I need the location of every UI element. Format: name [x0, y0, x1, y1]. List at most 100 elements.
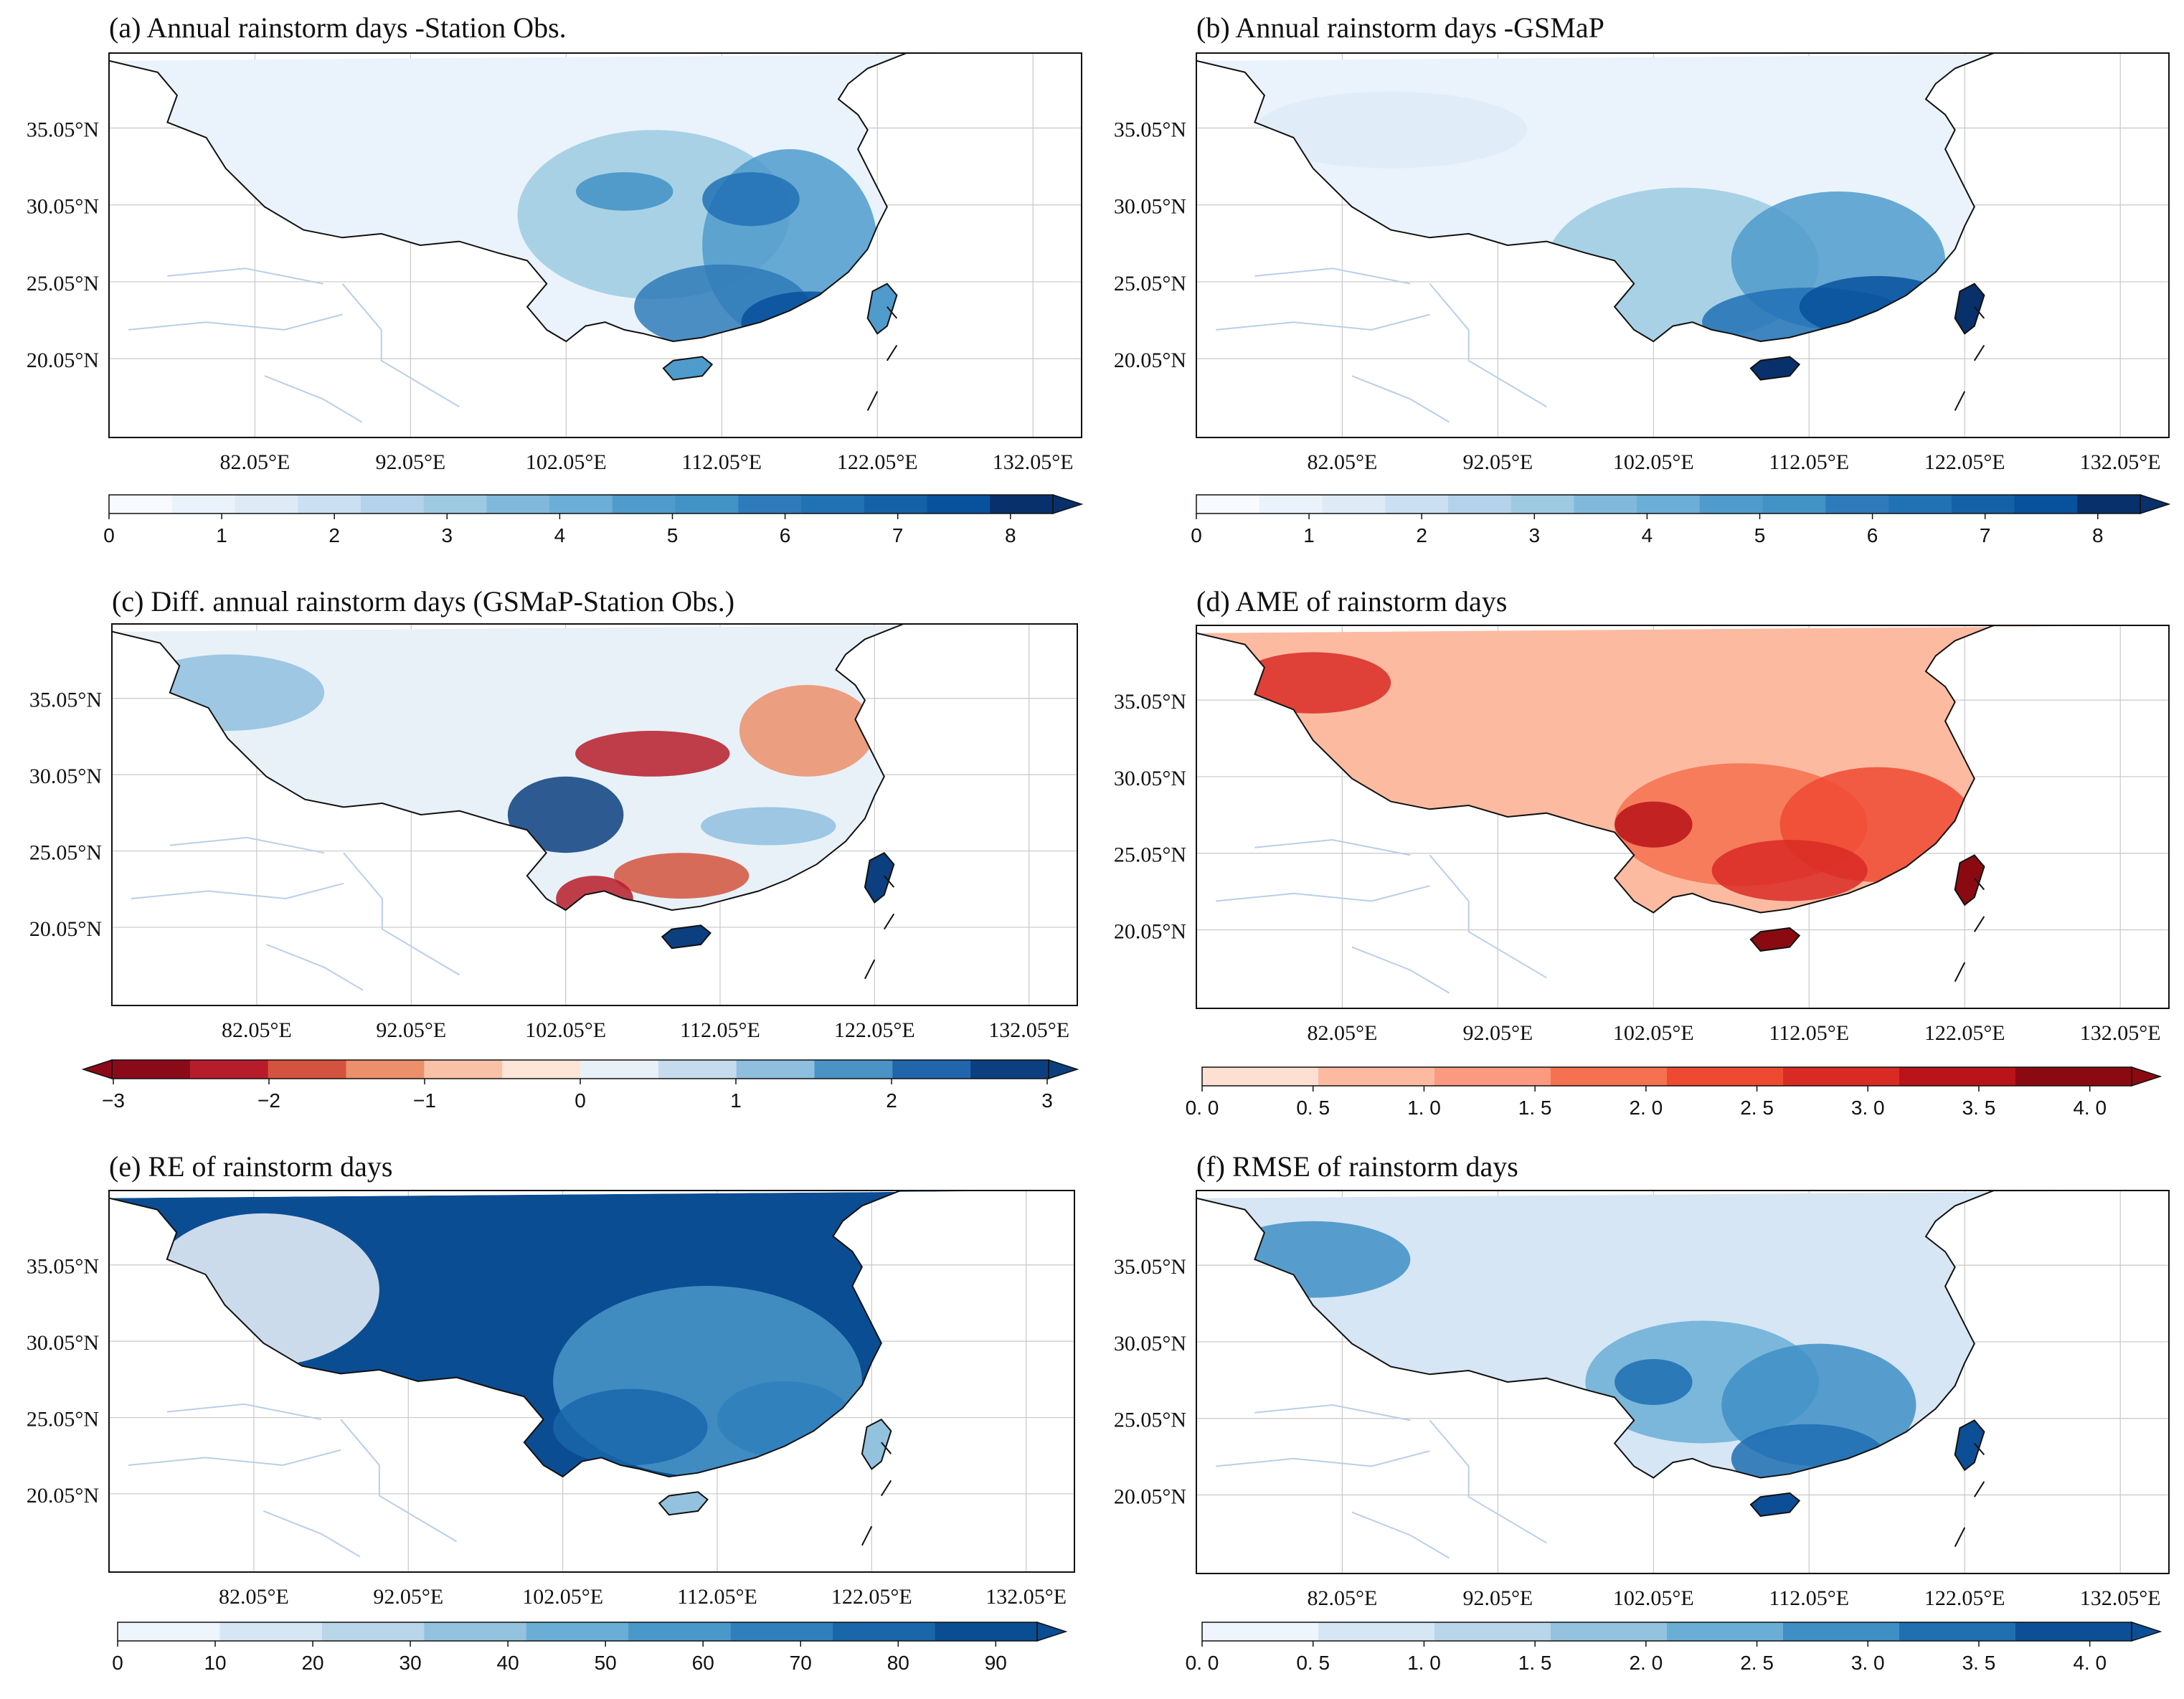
- lon-tick-label: 102.05°E: [526, 450, 607, 474]
- sea-boundary-mark: [884, 875, 895, 888]
- river-line: [1429, 1419, 1547, 1544]
- lat-tick-label: 20.05°N: [27, 1484, 99, 1508]
- lat-tick-label: 25.05°N: [27, 272, 99, 295]
- colorbar-segment: [2077, 495, 2141, 514]
- colorbar-tick-label: 50: [595, 1652, 617, 1674]
- lat-tick-label: 20.05°N: [27, 349, 99, 372]
- colorbar-tick-label: 2. 5: [1740, 1652, 1774, 1674]
- colorbar-segment: [424, 1622, 527, 1641]
- lon-tick-label: 112.05°E: [1769, 450, 1849, 474]
- colorbar-segment: [1551, 1622, 1668, 1641]
- colorbar-tick-label: 70: [790, 1652, 812, 1674]
- colorbar-segment: [1322, 495, 1386, 514]
- colorbar-tick-label: 0: [1191, 524, 1202, 546]
- lon-tick-label: 82.05°E: [222, 1018, 292, 1042]
- colorbar-segment: [268, 1060, 346, 1079]
- colorbar-tick-label: 0. 5: [1296, 1097, 1330, 1119]
- colorbar-segment: [112, 1060, 191, 1079]
- colorbar-segment: [1434, 1067, 1551, 1086]
- island-hainan: [661, 924, 712, 950]
- river-line: [266, 943, 364, 991]
- lat-tick-label: 30.05°N: [27, 195, 99, 219]
- panel-c: (c) Diff. annual rainstorm days (GSMaP-S…: [29, 585, 1079, 1112]
- river-line: [1351, 375, 1450, 423]
- colorbar-segment: [2015, 1067, 2132, 1086]
- sea-boundary-mark: [881, 1442, 892, 1454]
- map-plot-area-a: [109, 53, 1082, 437]
- value-shade-region: [553, 1388, 708, 1466]
- colorbar-tick-label: 2: [328, 524, 340, 546]
- colorbar-segment: [580, 1060, 659, 1079]
- colorbar-tick-label: 0: [112, 1652, 123, 1674]
- value-shade-region: [575, 172, 673, 211]
- lat-tick-label: 35.05°N: [1114, 1255, 1186, 1279]
- river-line: [1216, 1450, 1430, 1467]
- colorbar-tick-label: 7: [892, 524, 904, 546]
- map-plot-area-b: [1196, 53, 2169, 437]
- country-boundary: [112, 624, 904, 912]
- colorbar-arrow-right: [2131, 1621, 2162, 1642]
- colorbar-tick-label: 5: [1754, 524, 1766, 546]
- colorbar-frame: [108, 494, 1054, 514]
- colorbar-frame: [117, 1622, 1038, 1642]
- river-line: [128, 313, 343, 331]
- country-boundary: [109, 53, 907, 343]
- value-shade-region: [575, 730, 730, 777]
- colorbar-tick-label: 2. 0: [1629, 1097, 1663, 1119]
- island-taiwan: [864, 851, 895, 904]
- panel-title-a: (a) Annual rainstorm days -Station Obs.: [109, 11, 567, 44]
- colorbar-segment: [1259, 495, 1323, 514]
- colorbar-segment: [1511, 495, 1574, 514]
- lon-tick-label: 92.05°E: [375, 450, 445, 474]
- panel-title-f: (f) RMSE of rainstorm days: [1196, 1150, 1518, 1183]
- colorbar-segment: [189, 1060, 269, 1079]
- colorbar-segment: [1667, 1067, 1784, 1086]
- colorbar-tick-label: 10: [204, 1652, 226, 1674]
- lat-tick-label: 35.05°N: [1114, 690, 1186, 714]
- colorbar-segment: [321, 1622, 425, 1641]
- colorbar-tick-label: 3. 5: [1962, 1652, 1996, 1674]
- colorbar-arrow-left: [81, 1059, 113, 1080]
- colorbar-tick-label: 1: [730, 1089, 742, 1112]
- country-boundary: [109, 1191, 902, 1478]
- colorbar-tick-label: 2. 5: [1740, 1097, 1774, 1119]
- lon-tick-label: 122.05°E: [837, 450, 918, 474]
- island-taiwan: [861, 1418, 892, 1470]
- colorbar-segment: [1699, 495, 1764, 514]
- colorbar-e: 0 10 20 30 40 50 60 70 80 90: [112, 1621, 1068, 1674]
- lon-tick-label: 112.05°E: [1769, 1586, 1849, 1610]
- colorbar-segment: [171, 495, 235, 514]
- sea-boundary-mark: [866, 391, 879, 411]
- colorbar-tick-label: 20: [301, 1652, 323, 1674]
- panel-d: (d) AME of rainstorm days 35.05°N 30.05°N 2…: [1114, 585, 2170, 1119]
- colorbar-tick-label: 90: [985, 1652, 1007, 1674]
- plot-frame: [1196, 1190, 2170, 1574]
- colorbar-tick-label: 6: [780, 524, 791, 546]
- plot-frame: [108, 1190, 1075, 1573]
- colorbar-segment: [990, 495, 1054, 514]
- colorbar-tick-label: 5: [667, 524, 679, 546]
- map-plot-area-f: [1196, 1191, 2169, 1573]
- colorbar-tick-label: −3: [102, 1089, 125, 1112]
- lon-tick-label: 132.05°E: [985, 1585, 1067, 1609]
- colorbar-tick-label: 3: [1041, 1089, 1053, 1112]
- island-hainan: [1749, 356, 1801, 381]
- lon-tick-label: 122.05°E: [1924, 450, 2005, 474]
- colorbar-segment: [1574, 495, 1637, 514]
- river-line: [340, 1419, 458, 1543]
- colorbar-frame: [1201, 1066, 2132, 1087]
- lon-tick-label: 122.05°E: [831, 1585, 912, 1609]
- colorbar-tick-label: 0: [103, 524, 115, 546]
- lon-tick-label: 82.05°E: [219, 450, 290, 474]
- lon-tick-label: 102.05°E: [1613, 1586, 1694, 1610]
- colorbar-arrow-right: [1052, 493, 1084, 515]
- colorbar-arrow-right: [1036, 1621, 1068, 1642]
- colorbar-segment: [675, 495, 739, 514]
- land-shading-f: [1196, 1191, 2169, 1478]
- value-shade-region: [1615, 801, 1693, 848]
- lon-tick-label: 132.05°E: [2080, 1021, 2161, 1045]
- colorbar-segment: [298, 495, 361, 514]
- colorbar-segment: [1783, 1622, 1900, 1641]
- colorbar-tick-label: 40: [497, 1652, 519, 1674]
